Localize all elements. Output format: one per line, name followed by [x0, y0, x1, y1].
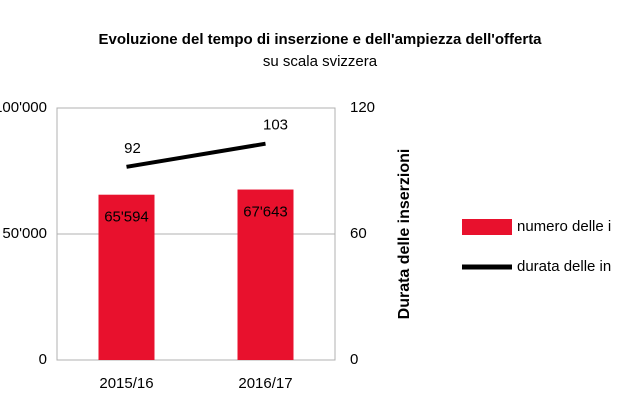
y2-tick-label: 120 — [350, 99, 375, 116]
data-label: 92 — [124, 140, 141, 157]
y2-axis-label: Durata delle inserzioni — [396, 149, 413, 320]
data-label: 103 — [263, 117, 288, 134]
line — [126, 141, 266, 169]
x-tick-label: 2016/17 — [238, 375, 292, 392]
legend-swatch — [462, 219, 512, 235]
bar — [237, 189, 294, 360]
legend-label: durata delle in — [517, 258, 611, 275]
y-tick-label: 0 — [39, 351, 47, 368]
x-tick-label: 2015/16 — [99, 375, 153, 392]
data-label: 65'594 — [104, 209, 149, 226]
bar — [98, 194, 155, 360]
data-label: 67'643 — [243, 204, 288, 221]
y2-tick-label: 0 — [350, 351, 358, 368]
legend-label: numero delle i — [517, 218, 611, 235]
chart-subtitle: su scala svizzera — [263, 53, 378, 70]
y2-tick-label: 60 — [350, 225, 367, 242]
y-tick-label: 100'000 — [0, 99, 47, 116]
y-tick-label: 50'000 — [2, 225, 47, 242]
chart-title: Evoluzione del tempo di inserzione e del… — [98, 31, 542, 48]
